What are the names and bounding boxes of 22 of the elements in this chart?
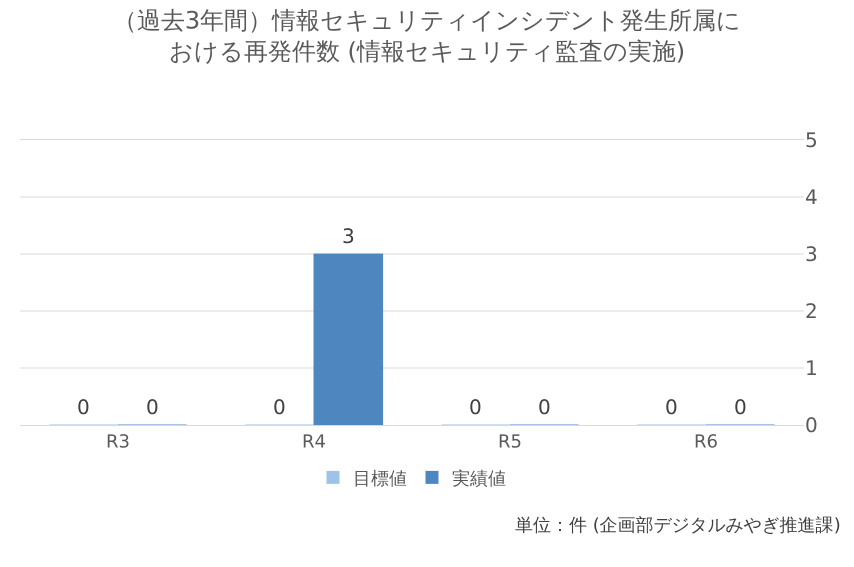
text: 単位：件 (企画部デジタルみやぎ推進課)	[515, 515, 841, 536]
chart-title: （過去3年間）情報セキュリティインシデント発生所属における再発件数 (情報セキュリティ監査の実施)	[112, 6, 742, 66]
y-tick-label: 3	[805, 242, 818, 266]
x-tick-label: R5	[498, 432, 522, 453]
y-tick-label: 0	[805, 413, 818, 437]
y-tick-label: 1	[805, 356, 818, 380]
data-label: 0	[77, 395, 90, 419]
y-tick-label: 5	[805, 128, 818, 152]
x-tick-label: R4	[302, 432, 326, 453]
data-label: 0	[146, 395, 159, 419]
data-label: 3	[342, 224, 355, 248]
y-tick-label: 2	[805, 299, 818, 323]
data-label: 0	[273, 395, 286, 419]
y-tick-label: 4	[805, 185, 818, 209]
data-label: 0	[734, 395, 747, 419]
legend-label: 実績値	[452, 468, 506, 490]
data-label: 0	[469, 395, 482, 419]
legend-label: 目標値	[353, 468, 407, 490]
x-tick-label: R6	[694, 432, 718, 453]
x-tick-label: R3	[106, 432, 130, 453]
data-label: 0	[538, 395, 551, 419]
data-label: 0	[665, 395, 678, 419]
